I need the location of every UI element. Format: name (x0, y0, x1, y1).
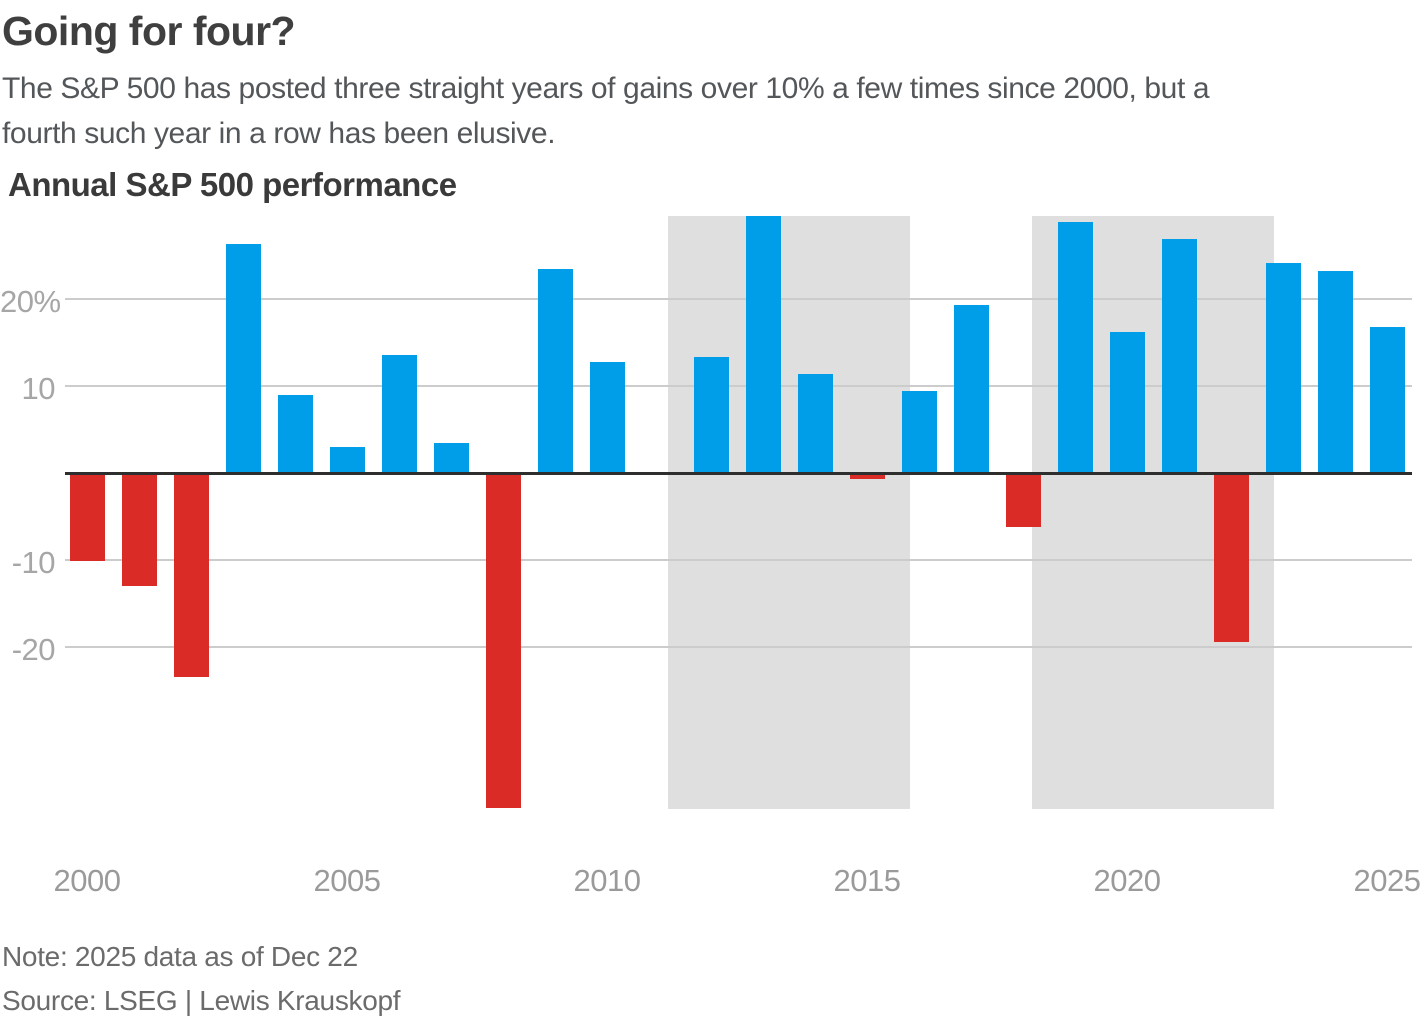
bar-2021 (1161, 239, 1197, 474)
bar-2014 (797, 374, 833, 474)
gridline--10 (65, 559, 1412, 562)
bar-2000 (69, 473, 105, 562)
bar-2012 (693, 356, 729, 474)
bar-2022 (1213, 473, 1249, 643)
highlight-band-2012-2015 (668, 216, 910, 809)
bar-2015 (849, 473, 885, 480)
bar-2013 (745, 216, 781, 474)
x-tick-2000: 2000 (53, 863, 121, 898)
source-text: Source: LSEG | Lewis Krauskopf (2, 985, 401, 1016)
note-text: Note: 2025 data as of Dec 22 (2, 941, 358, 972)
bar-2006 (381, 355, 417, 474)
x-tick-2015: 2015 (833, 863, 901, 898)
bar-2010 (589, 362, 625, 474)
x-tick-2025: 2025 (1353, 863, 1420, 898)
gridline-20 (65, 298, 1412, 301)
bar-2008 (485, 473, 521, 809)
bar-2002 (173, 473, 209, 677)
y-tick-10: 10 (21, 371, 56, 407)
bar-2019 (1057, 222, 1093, 474)
subtitle-line-2: fourth such year in a row has been elusi… (2, 117, 556, 150)
chart-heading: Annual S&P 500 performance (8, 166, 457, 203)
bar-2005 (329, 447, 365, 474)
y-tick-20: 20% (0, 284, 61, 320)
bar-2009 (537, 269, 573, 474)
page-title: Going for four? (2, 8, 296, 54)
bar-2025 (1369, 327, 1405, 474)
bar-2018 (1005, 473, 1041, 528)
subtitle-line-1: The S&P 500 has posted three straight ye… (2, 72, 1210, 105)
bar-2007 (433, 442, 469, 474)
y-tick--10: -10 (11, 545, 56, 581)
bar-2003 (225, 243, 261, 474)
bar-2023 (1265, 262, 1301, 474)
zero-axis-line (65, 471, 1412, 475)
x-tick-2005: 2005 (313, 863, 381, 898)
chart-subtitle: The S&P 500 has posted three straight ye… (2, 66, 1412, 156)
x-tick-2020: 2020 (1093, 863, 1161, 898)
bar-2001 (121, 473, 157, 587)
x-tick-2010: 2010 (573, 863, 641, 898)
bar-2004 (277, 395, 313, 474)
gridline--20 (65, 646, 1412, 649)
y-tick--20: -20 (11, 632, 56, 668)
bar-2020 (1109, 331, 1145, 474)
bar-2016 (901, 390, 937, 474)
bar-2024 (1317, 270, 1353, 474)
bar-2017 (953, 304, 989, 474)
gridline-10 (65, 385, 1412, 388)
